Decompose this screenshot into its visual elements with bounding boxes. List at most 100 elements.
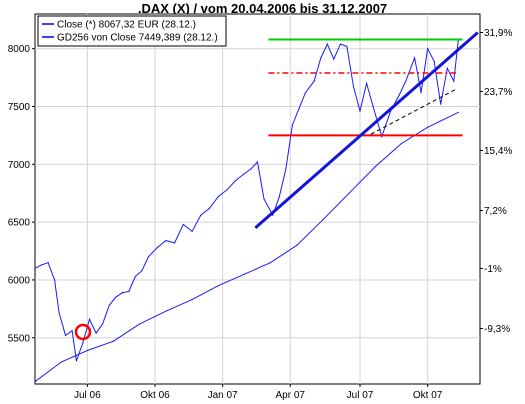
close-point xyxy=(34,267,36,269)
close-point xyxy=(141,270,143,272)
close-point xyxy=(165,240,167,242)
y-tick-label-right: -1% xyxy=(484,264,502,275)
gd256-point xyxy=(165,310,167,312)
close-point xyxy=(71,330,73,332)
dashed-trendline xyxy=(370,88,457,135)
close-point xyxy=(47,261,49,264)
legend-label: GD256 von Close 7449,389 (28.12.) xyxy=(57,33,218,44)
close-point xyxy=(174,242,176,244)
series-layer xyxy=(34,40,459,383)
close-point xyxy=(147,256,150,258)
close-point xyxy=(398,94,400,96)
x-tick-label: Jan 07 xyxy=(208,390,238,401)
y-tick-label-right: 31,9% xyxy=(484,28,512,39)
y-tick-label-left: 5500 xyxy=(8,333,31,344)
gd256-point xyxy=(60,361,62,363)
gd256-point xyxy=(217,285,219,287)
close-point xyxy=(372,105,374,108)
close-point xyxy=(128,290,130,293)
close-point xyxy=(446,67,448,69)
close-point xyxy=(263,198,265,200)
close-point xyxy=(298,108,300,110)
close-point xyxy=(82,341,84,343)
y-tick-label-left: 7000 xyxy=(8,160,31,171)
y-tick-label-left: 6000 xyxy=(8,275,31,286)
close-point xyxy=(333,58,335,60)
close-point xyxy=(95,332,97,334)
close-point xyxy=(54,279,56,281)
legend-label: Close (*) 8067,32 EUR (28.12.) xyxy=(57,20,196,31)
close-point xyxy=(40,264,43,266)
close-point xyxy=(352,86,355,88)
close-point xyxy=(413,57,416,59)
close-point xyxy=(64,334,67,337)
close-point xyxy=(427,48,429,50)
close-point xyxy=(200,214,202,216)
legend-box xyxy=(37,15,227,47)
close-point xyxy=(75,360,78,362)
close-point xyxy=(217,196,219,198)
gd256-point xyxy=(86,349,88,352)
trendline xyxy=(254,31,479,230)
close-point xyxy=(102,323,104,325)
gd256-point xyxy=(139,323,141,325)
close-point xyxy=(420,92,422,94)
gd256-point xyxy=(112,340,115,342)
x-tick-label: Jul 06 xyxy=(74,390,101,401)
close-point xyxy=(156,246,158,249)
close-point xyxy=(121,292,123,294)
gd256-point xyxy=(457,111,459,113)
gd256-point xyxy=(269,261,272,264)
close-point xyxy=(405,80,407,82)
close-point xyxy=(285,168,287,170)
y-tick-label-right: 23,7% xyxy=(484,87,512,98)
gd256-point xyxy=(348,192,350,194)
close-point xyxy=(365,82,368,84)
x-tick-label: Jul 07 xyxy=(347,390,374,401)
close-point xyxy=(226,189,228,191)
gd256-point xyxy=(243,273,246,275)
gd256-point xyxy=(427,126,429,128)
y-tick-label-left: 6500 xyxy=(8,218,31,229)
gd256-point xyxy=(322,219,324,221)
close-point xyxy=(339,43,341,45)
x-tick-label: Okt 07 xyxy=(413,390,443,401)
highlight-circle xyxy=(74,323,92,341)
gd256-point xyxy=(34,381,36,383)
close-point xyxy=(313,80,315,82)
gd256-point xyxy=(191,298,193,301)
annotations-layer xyxy=(74,31,479,341)
close-point xyxy=(182,223,184,226)
close-point xyxy=(433,60,435,63)
close-point xyxy=(208,207,211,209)
close-point xyxy=(440,103,442,105)
close-point xyxy=(304,92,307,94)
gd256-point xyxy=(296,244,298,246)
close-point xyxy=(291,124,294,126)
gd256-point xyxy=(374,166,376,168)
y-tick-label-left: 8000 xyxy=(8,44,31,55)
close-point xyxy=(278,196,280,198)
close-point xyxy=(115,296,117,298)
close-point xyxy=(359,110,361,112)
tick-layer: 5500 6000 6500 7000 7500 8000 31,9% 23,7% 15,4% 7… xyxy=(8,28,513,401)
legend: Close (*) 8067,32 EUR (28.12.) GD256 von … xyxy=(37,15,227,47)
close-point xyxy=(320,57,322,59)
y-tick-label-right: 15,4% xyxy=(484,146,512,157)
close-point xyxy=(235,179,237,182)
close-point xyxy=(191,230,193,232)
x-tick-label: Apr 07 xyxy=(275,390,305,401)
close-point xyxy=(457,40,459,42)
close-point xyxy=(108,304,110,306)
close-point xyxy=(453,80,455,82)
y-tick-label-right: 7,2% xyxy=(484,206,507,217)
close-point xyxy=(88,318,91,320)
close-point xyxy=(256,161,259,163)
close-point xyxy=(250,168,252,170)
gd256-point xyxy=(400,142,403,145)
y-tick-label-right: -9,3% xyxy=(484,324,510,335)
close-point xyxy=(134,275,136,278)
close-point xyxy=(272,214,274,216)
